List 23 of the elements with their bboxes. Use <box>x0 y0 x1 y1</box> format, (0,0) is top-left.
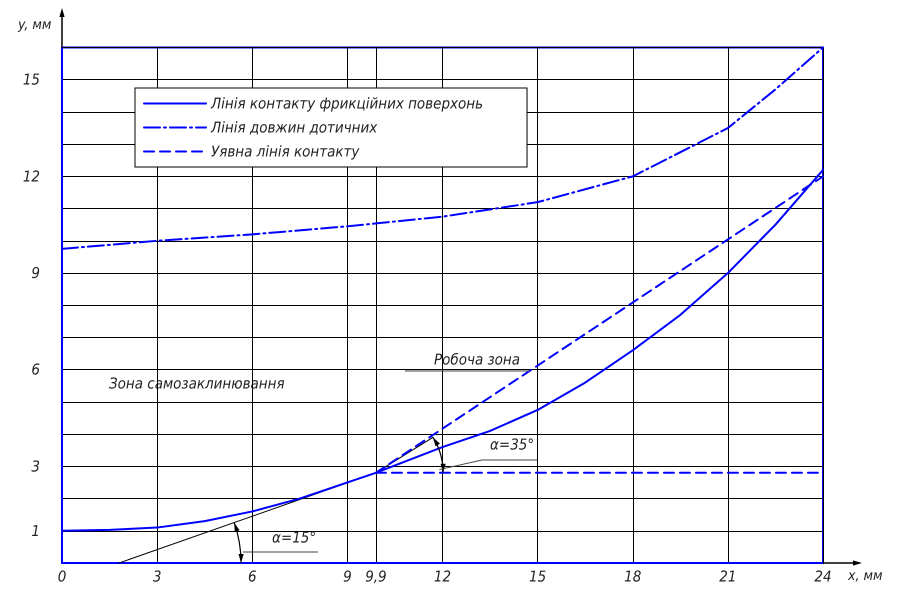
x-tick-label: 12 <box>434 568 452 586</box>
x-tick-label: 9,9 <box>365 568 387 586</box>
legend-label: Лінія довжин дотичних <box>210 118 378 136</box>
x-tick-label: 9 <box>343 568 352 586</box>
x-tick-label: 18 <box>624 568 642 586</box>
y-tick-label: 9 <box>31 264 40 282</box>
x-tick-label: 21 <box>719 568 736 586</box>
x-tick-label: 6 <box>248 568 257 586</box>
y-tick-label: 12 <box>22 167 40 186</box>
x-tick-label: 15 <box>529 568 546 586</box>
legend-label: Уявна лінія контакту <box>211 142 360 160</box>
y-tick-label: 3 <box>31 457 40 476</box>
y-axis-title: y, мм <box>17 17 52 33</box>
y-tick-label: 6 <box>31 360 40 379</box>
legend-label: Лінія контакту фрикційних поверхонь <box>210 94 484 112</box>
annotation: α=15° <box>272 528 316 546</box>
x-tick-label: 24 <box>814 568 832 586</box>
x-tick-label: 3 <box>152 568 162 586</box>
annotation: α=35° <box>490 436 534 454</box>
x-tick-label: 0 <box>58 568 66 586</box>
y-tick-label: 15 <box>22 70 40 89</box>
x-axis-title: x, мм <box>847 568 883 584</box>
y-tick-label: 1 <box>31 522 40 540</box>
